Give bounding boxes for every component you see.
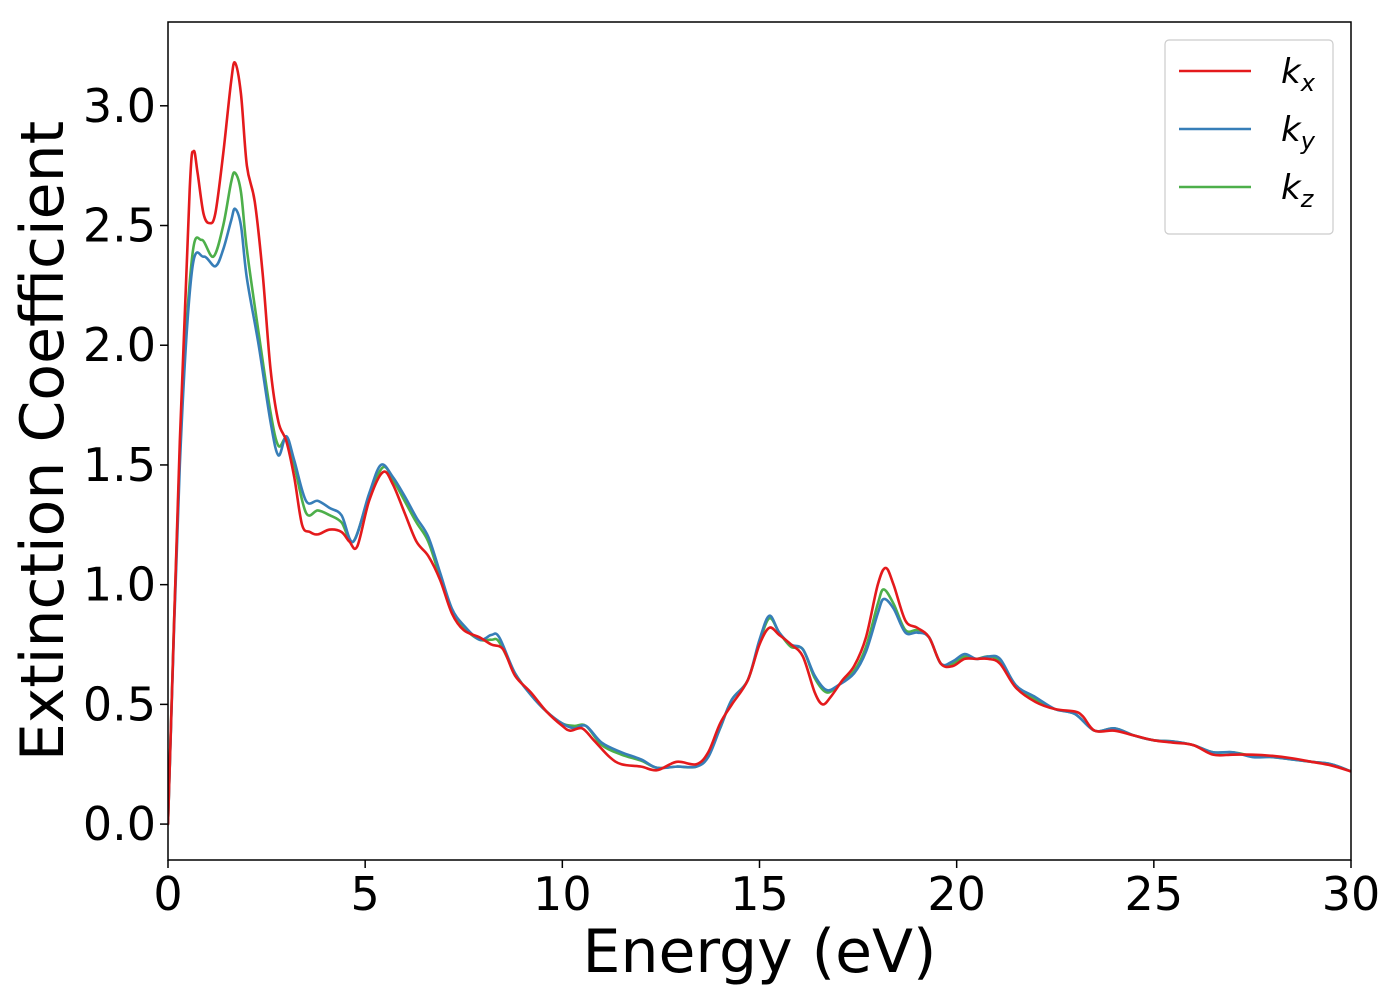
y-tick-label: 0.5	[83, 677, 156, 731]
y-tick-label: 2.5	[83, 199, 156, 253]
y-tick-label: 3.0	[83, 79, 156, 133]
x-tick-label: 30	[1322, 867, 1381, 921]
series-line-k-x	[168, 61, 1351, 826]
legend-label-k-x: kx	[1281, 52, 1316, 97]
x-tick-label: 20	[927, 867, 986, 921]
y-axis-title: Extinction Coefficient	[8, 121, 78, 761]
x-tick-label: 25	[1125, 867, 1184, 921]
y-tick-label: 2.0	[83, 318, 156, 372]
legend: kx ky kz	[1164, 39, 1334, 235]
x-tick-label: 0	[153, 867, 182, 921]
y-tick-label: 1.5	[83, 438, 156, 492]
x-tick-label: 10	[533, 867, 592, 921]
legend-box	[1164, 39, 1334, 235]
series-line-k-y	[168, 207, 1351, 826]
y-tick-label: 0.0	[83, 797, 156, 851]
series-line-k-z	[168, 171, 1351, 826]
y-axis-ticks: 0.0 0.5 1.0 1.5 2.0 2.5 3.0	[83, 79, 168, 851]
series-layer	[168, 61, 1351, 826]
y-tick-label: 1.0	[83, 558, 156, 612]
legend-label-k-y: ky	[1281, 110, 1316, 155]
x-tick-label: 5	[351, 867, 380, 921]
x-axis-ticks: 0 5 10 15 20 25 30	[153, 860, 1380, 921]
legend-label-k-z: kz	[1281, 168, 1315, 213]
x-tick-label: 15	[730, 867, 789, 921]
x-axis-title: Energy (eV)	[583, 917, 937, 987]
